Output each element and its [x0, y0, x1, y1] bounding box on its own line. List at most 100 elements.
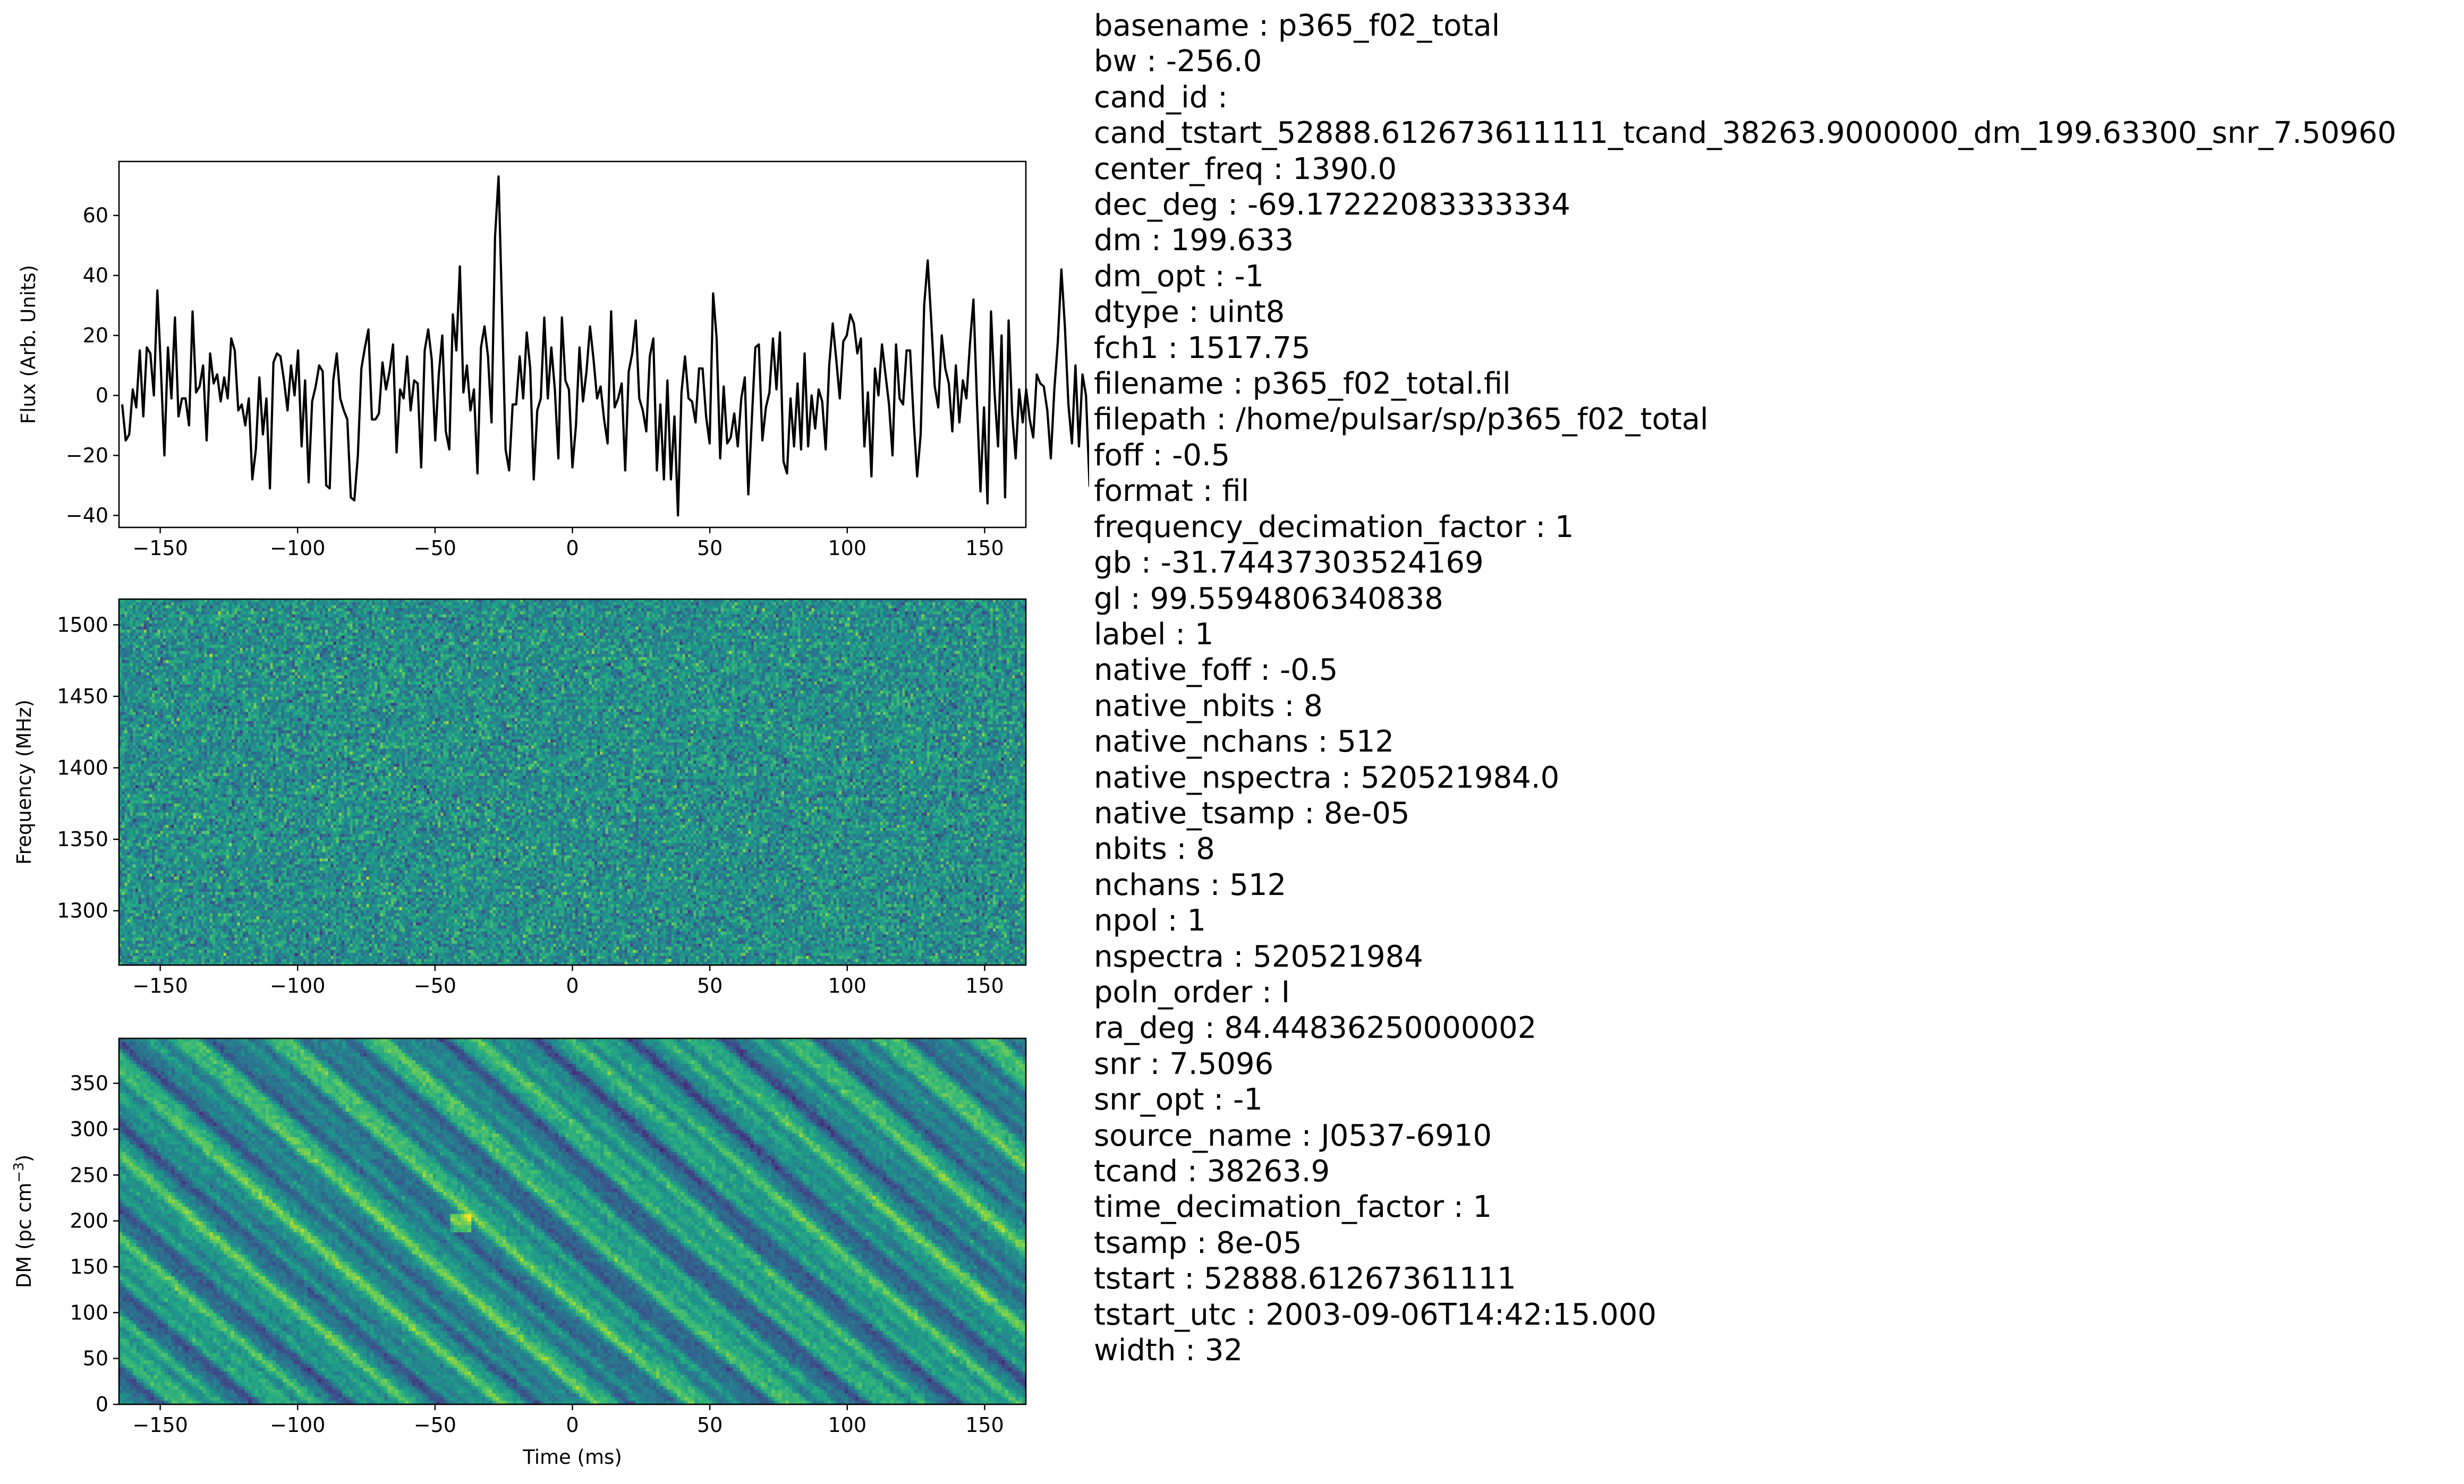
metadata-value: 1	[1473, 1190, 1492, 1224]
metadata-value: -0.5	[1172, 438, 1230, 473]
metadata-value: 1517.75	[1187, 331, 1311, 365]
metadata-key: dm_opt	[1094, 259, 1205, 294]
metadata-key: native_nchans	[1094, 724, 1309, 759]
metadata-key: npol	[1094, 903, 1158, 938]
metadata-line: foff : -0.5	[1094, 438, 2459, 473]
metadata-line: native_nbits : 8	[1094, 688, 2459, 724]
metadata-value: 52888.61267361111	[1204, 1261, 1516, 1296]
metadata-value: 1	[1195, 617, 1214, 652]
metadata-separator: :	[1193, 474, 1222, 508]
metadata-key: source_name	[1094, 1119, 1292, 1153]
x-axis-label: Time (ms)	[522, 1446, 622, 1469]
x-tick-label: 50	[697, 536, 723, 560]
metadata-line: cand_tstart_52888.612673611111_tcand_382…	[1094, 115, 2459, 151]
y-tick-label: −40	[66, 504, 108, 527]
metadata-value: 8	[1196, 832, 1215, 866]
metadata-separator: :	[1143, 438, 1172, 473]
metadata-key: snr	[1094, 1047, 1141, 1081]
metadata-separator: :	[1251, 653, 1279, 687]
metadata-separator: :	[1223, 366, 1252, 401]
metadata-value: -1	[1233, 1082, 1263, 1117]
metadata-value: 38263.9	[1207, 1154, 1330, 1189]
metadata-key: dtype	[1094, 295, 1179, 329]
x-tick-label: −50	[414, 974, 456, 997]
metadata-key: tcand	[1094, 1154, 1178, 1189]
metadata-line: native_tsamp : 8e-05	[1094, 796, 2459, 831]
y-tick-label: 0	[96, 1393, 108, 1416]
metadata-value: 7.5096	[1169, 1047, 1273, 1081]
metadata-separator: :	[1309, 724, 1337, 759]
metadata-line: bw : -256.0	[1094, 44, 2459, 79]
y-tick-label: 20	[83, 324, 108, 347]
y-tick-label: 60	[83, 204, 108, 227]
y-tick-label: 1400	[57, 756, 108, 780]
metadata-panel: basename : p365_f02_total bw : -256.0 cand…	[1094, 8, 2459, 1368]
metadata-value: -1	[1234, 259, 1264, 294]
y-tick-label: 1350	[57, 828, 108, 851]
metadata-key: format	[1094, 474, 1193, 508]
metadata-key: native_foff	[1094, 653, 1251, 687]
metadata-key: tsamp	[1094, 1226, 1187, 1260]
metadata-value: 520521984	[1253, 940, 1423, 974]
metadata-line: snr : 7.5096	[1094, 1046, 2459, 1082]
y-tick-label: 0	[96, 384, 108, 407]
metadata-key: tstart_utc	[1094, 1298, 1237, 1332]
metadata-line: time_decimation_factor : 1	[1094, 1189, 2459, 1225]
metadata-line: filename : p365_f02_total.fil	[1094, 366, 2459, 402]
metadata-separator: :	[1141, 1047, 1169, 1081]
metadata-value: uint8	[1208, 295, 1285, 329]
metadata-value: -69.17222083333334	[1247, 187, 1570, 222]
y-tick-label: 1300	[57, 899, 108, 923]
metadata-value: -0.5	[1280, 653, 1338, 687]
metadata-value: 8	[1304, 689, 1323, 723]
metadata-key: dm	[1094, 223, 1142, 258]
flux-series-line	[122, 176, 1089, 515]
metadata-separator: :	[1264, 152, 1293, 186]
metadata-separator: :	[1201, 868, 1229, 902]
metadata-line: fch1 : 1517.75	[1094, 330, 2459, 366]
metadata-line: source_name : J0537-6910	[1094, 1118, 2459, 1154]
metadata-line: basename : p365_f02_total	[1094, 8, 2459, 44]
y-tick-label: −20	[66, 444, 108, 467]
metadata-line: dm_opt : -1	[1094, 259, 2459, 294]
metadata-key: width	[1094, 1333, 1176, 1368]
metadata-line: nspectra : 520521984	[1094, 939, 2459, 975]
metadata-key: bw	[1094, 44, 1137, 79]
metadata-line: tsamp : 8e-05	[1094, 1225, 2459, 1261]
x-tick-label: 100	[828, 974, 867, 997]
metadata-separator: :	[1178, 1154, 1206, 1189]
metadata-key: foff	[1094, 438, 1143, 473]
metadata-separator: :	[1167, 832, 1196, 866]
metadata-line: tstart_utc : 2003-09-06T14:42:15.000	[1094, 1297, 2459, 1333]
metadata-separator: :	[1526, 510, 1554, 544]
metadata-separator: :	[1204, 1082, 1233, 1117]
metadata-separator: :	[1142, 223, 1170, 258]
metadata-value: 1	[1187, 903, 1206, 938]
metadata-separator: :	[1121, 582, 1150, 616]
x-tick-label: −100	[270, 974, 325, 997]
metadata-value: 1	[1555, 510, 1574, 544]
x-tick-label: −150	[132, 536, 188, 560]
metadata-key: nbits	[1094, 832, 1167, 866]
metadata-key: fch1	[1094, 331, 1159, 365]
metadata-line: dec_deg : -69.17222083333334	[1094, 187, 2459, 223]
metadata-line: poln_order : I	[1094, 975, 2459, 1010]
metadata-key: dec_deg	[1094, 187, 1218, 222]
metadata-line: format : fil	[1094, 473, 2459, 509]
metadata-line: native_foff : -0.5	[1094, 652, 2459, 688]
x-tick-label: −150	[132, 1413, 188, 1437]
metadata-key: nchans	[1094, 868, 1201, 902]
y-axis-label: Flux (Arb. Units)	[17, 265, 40, 424]
x-tick-label: −50	[414, 536, 456, 560]
metadata-value: p365_f02_total	[1278, 8, 1500, 43]
metadata-value: /home/pulsar/sp/p365_f02_total	[1236, 402, 1709, 437]
x-tick-label: 150	[965, 974, 1004, 997]
metadata-key: tstart	[1094, 1261, 1175, 1296]
metadata-separator: :	[1332, 761, 1361, 795]
metadata-separator: :	[1179, 295, 1208, 329]
metadata-line: tstart : 52888.61267361111	[1094, 1261, 2459, 1297]
metadata-separator: :	[1218, 187, 1247, 222]
metadata-value: 1390.0	[1293, 152, 1397, 186]
y-tick-label: 100	[70, 1301, 108, 1324]
y-tick-label: 1500	[57, 613, 108, 636]
